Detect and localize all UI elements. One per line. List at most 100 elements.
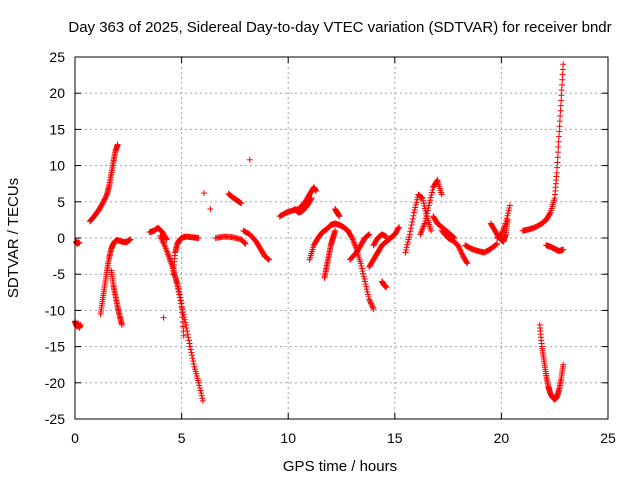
- y-tick-label: -25: [45, 411, 65, 427]
- data-point: [174, 282, 181, 289]
- data-point: [76, 240, 83, 247]
- data-point-dense: [557, 102, 564, 109]
- data-point-dense: [428, 192, 435, 199]
- x-tick-label: 0: [71, 430, 79, 446]
- series-arc-13: [225, 190, 245, 207]
- data-point-dense: [176, 294, 183, 301]
- series-arc-27: [402, 191, 435, 256]
- data-point: [357, 260, 364, 267]
- data-point-dense: [368, 300, 375, 307]
- data-point-dense: [177, 297, 184, 304]
- data-point-dense: [362, 281, 369, 288]
- data-point: [127, 236, 134, 243]
- data-point-dense: [554, 159, 561, 166]
- data-point-dense: [367, 299, 374, 306]
- data-point-dense: [180, 311, 187, 318]
- data-point-dense: [503, 217, 510, 224]
- series-arc-16: [246, 156, 253, 163]
- series-arc-34: [519, 61, 567, 234]
- data-point-dense: [412, 201, 419, 208]
- data-point-dense: [420, 200, 427, 207]
- data-point-dense: [186, 340, 193, 347]
- series-arc-33: [494, 202, 513, 241]
- data-point-dense: [404, 239, 411, 246]
- data-point: [180, 332, 187, 339]
- data-point-dense: [423, 212, 430, 219]
- data-point-dense: [559, 81, 566, 88]
- data-point-dense: [190, 360, 197, 367]
- data-point-dense: [554, 164, 561, 171]
- data-point-dense: [429, 186, 436, 193]
- x-tick-label: 5: [178, 430, 186, 446]
- data-point-dense: [403, 244, 410, 251]
- series-arc-15: [240, 227, 273, 263]
- data-point-dense: [181, 314, 188, 321]
- data-point: [238, 200, 245, 207]
- data-point-dense: [555, 138, 562, 145]
- data-point: [114, 141, 121, 148]
- data-point-dense: [456, 246, 463, 253]
- data-point-dense: [426, 199, 433, 206]
- data-point-dense: [241, 239, 248, 246]
- data-point-dense: [159, 238, 166, 245]
- data-point-dense: [558, 87, 565, 94]
- data-point-dense: [198, 392, 205, 399]
- data-point: [494, 240, 501, 247]
- data-point: [560, 361, 567, 368]
- series-arc-31: [462, 240, 501, 256]
- data-point: [383, 284, 390, 291]
- data-point-dense: [174, 285, 181, 292]
- data-point-dense: [364, 291, 371, 298]
- series-arc-22: [344, 227, 377, 312]
- y-tick-label: 5: [57, 194, 65, 210]
- data-point: [332, 227, 339, 234]
- data-point: [425, 202, 432, 209]
- data-point-dense: [364, 288, 371, 295]
- data-point-dense: [359, 268, 366, 275]
- data-point-dense: [403, 246, 410, 253]
- data-point-dense: [458, 250, 465, 257]
- data-point: [160, 314, 167, 321]
- data-point-dense: [187, 346, 194, 353]
- data-point-dense: [546, 210, 553, 217]
- data-point-dense: [189, 355, 196, 362]
- series-arc-21: [332, 206, 343, 220]
- data-point-dense: [555, 143, 562, 150]
- data-point: [553, 169, 560, 176]
- data-point-dense: [555, 149, 562, 156]
- data-point: [555, 133, 562, 140]
- data-point-dense: [358, 265, 365, 272]
- series-arc-10: [160, 314, 167, 321]
- data-point: [187, 343, 194, 350]
- data-point-dense: [557, 107, 564, 114]
- data-point-dense: [556, 123, 563, 130]
- data-point-dense: [199, 395, 206, 402]
- y-tick-label: -5: [53, 266, 66, 282]
- data-point-dense: [369, 304, 376, 311]
- data-point-dense: [363, 286, 370, 293]
- y-tick-label: 0: [57, 230, 65, 246]
- data-point-dense: [425, 205, 432, 212]
- data-point-dense: [503, 215, 510, 222]
- series-arc-35: [543, 242, 567, 255]
- data-point-dense: [506, 205, 513, 212]
- data-point-dense: [188, 352, 195, 359]
- series-arc-18: [291, 195, 315, 216]
- data-point-dense: [175, 288, 182, 295]
- data-point-dense: [179, 306, 186, 313]
- data-point-dense: [424, 207, 431, 214]
- data-point-dense: [196, 384, 203, 391]
- data-point-dense: [197, 387, 204, 394]
- series-arc-8: [165, 253, 206, 404]
- data-point-dense: [184, 331, 191, 338]
- data-point-dense: [405, 236, 412, 243]
- data-point: [558, 97, 565, 104]
- series-arc-20: [321, 227, 339, 281]
- series-arc-14: [212, 233, 249, 247]
- data-point-dense: [196, 382, 203, 389]
- data-point-dense: [361, 275, 368, 282]
- data-point-dense: [556, 128, 563, 135]
- series-arc-12: [207, 206, 214, 213]
- data-point-dense: [407, 228, 414, 235]
